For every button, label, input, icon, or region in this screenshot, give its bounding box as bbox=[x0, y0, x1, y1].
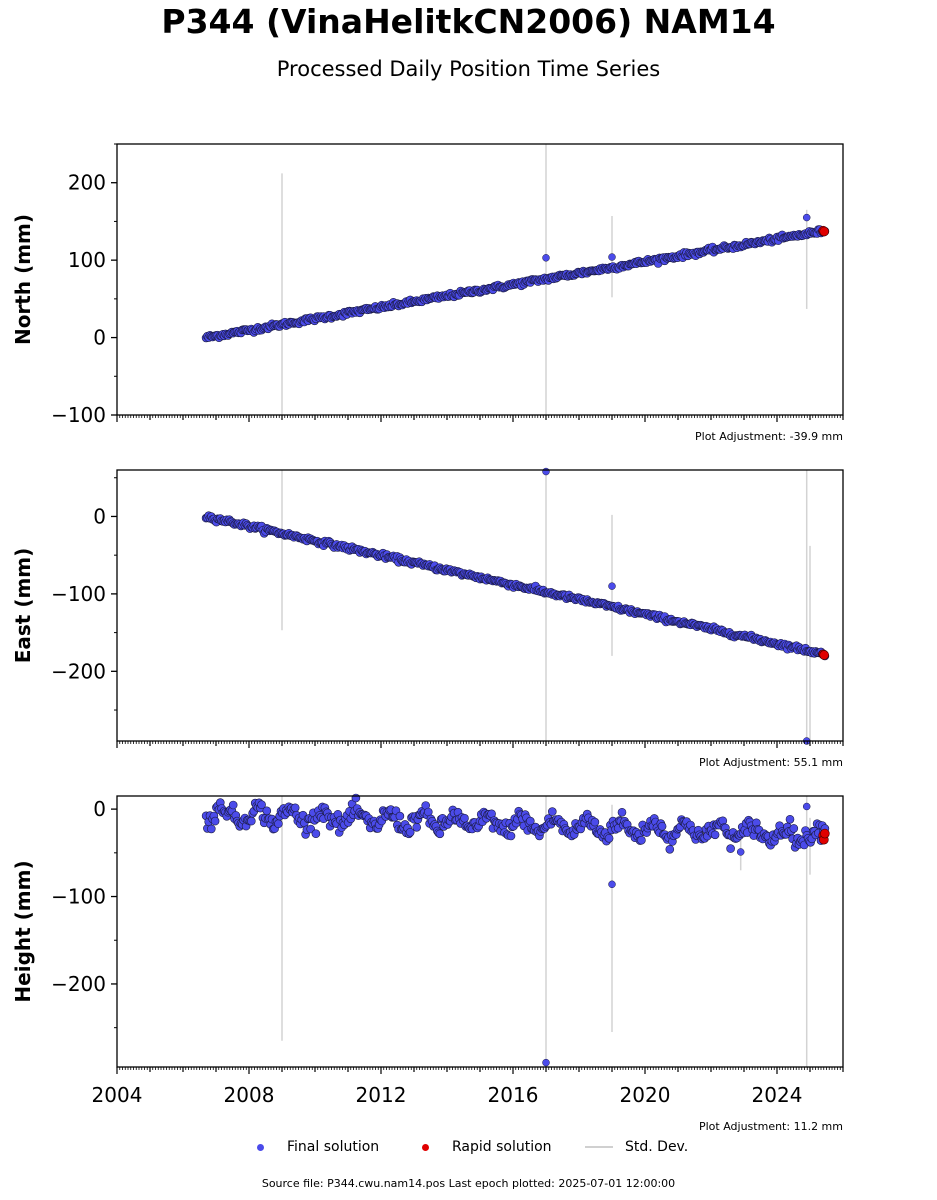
data-point bbox=[658, 822, 666, 830]
y-tick-label: 100 bbox=[68, 248, 106, 272]
x-tick-label: 2020 bbox=[620, 1083, 671, 1107]
legend-rapid: Rapid solution bbox=[422, 1137, 552, 1157]
data-point bbox=[711, 831, 719, 839]
data-point bbox=[591, 818, 599, 826]
outlier-point bbox=[803, 803, 810, 810]
x-tick-label: 2012 bbox=[356, 1083, 407, 1107]
x-tick-label: 2024 bbox=[752, 1083, 803, 1107]
data-point bbox=[548, 808, 556, 816]
plot-adjustment-label: Plot Adjustment: 55.1 mm bbox=[699, 756, 843, 769]
data-point bbox=[207, 825, 215, 833]
y-tick-label: −100 bbox=[51, 885, 106, 909]
data-point bbox=[211, 817, 219, 825]
std-dev-line-icon bbox=[585, 1146, 613, 1148]
plot-area: −100 0 100 200 North (mm) Plot Adjustment: -3… bbox=[0, 0, 937, 1200]
data-point bbox=[274, 820, 282, 828]
x-tick-label: 2016 bbox=[488, 1083, 539, 1107]
panel-3: −200 −100 0 2004 2008 2012 2016 2020 2024 Height … bbox=[11, 794, 843, 1133]
data-point bbox=[396, 812, 404, 820]
data-point bbox=[247, 817, 255, 825]
plot-frame bbox=[117, 470, 843, 741]
x-tick-label: 2008 bbox=[224, 1083, 275, 1107]
plot-adjustment-label: Plot Adjustment: 11.2 mm bbox=[699, 1120, 843, 1133]
plot-adjustment-label: Plot Adjustment: -39.9 mm bbox=[695, 430, 843, 443]
outlier-point bbox=[543, 468, 550, 475]
y-tick-label: −100 bbox=[51, 582, 106, 606]
rapid-solution-point bbox=[820, 651, 829, 660]
rapid-solution-point bbox=[820, 829, 829, 838]
x-tick-label: 2004 bbox=[92, 1083, 143, 1107]
y-tick-label: 0 bbox=[93, 504, 106, 528]
legend-std: Std. Dev. bbox=[585, 1137, 688, 1157]
source-footer: Source file: P344.cwu.nam14.pos Last epo… bbox=[0, 1177, 937, 1190]
y-tick-label: 200 bbox=[68, 171, 106, 195]
data-point bbox=[790, 824, 798, 832]
data-point bbox=[637, 836, 645, 844]
outlier-point bbox=[543, 254, 550, 261]
final-solution-points bbox=[202, 794, 829, 853]
legend-final: Final solution bbox=[257, 1137, 379, 1157]
plot-frame bbox=[117, 144, 843, 415]
outlier-point bbox=[737, 848, 744, 855]
data-point bbox=[291, 804, 299, 812]
outlier-point bbox=[803, 214, 810, 221]
outlier-point bbox=[543, 1059, 550, 1066]
y-tick-label: 0 bbox=[93, 797, 106, 821]
data-point bbox=[727, 845, 735, 853]
final-solution-points bbox=[202, 226, 829, 342]
data-point bbox=[406, 828, 414, 836]
legend-std-label: Std. Dev. bbox=[625, 1139, 688, 1155]
legend: Final solution Rapid solution Std. Dev. bbox=[0, 1137, 937, 1159]
data-point bbox=[605, 834, 613, 842]
data-point bbox=[786, 815, 794, 823]
data-point bbox=[229, 801, 237, 809]
legend-final-label: Final solution bbox=[287, 1139, 379, 1155]
data-point bbox=[507, 832, 515, 840]
rapid-solution-marker-icon bbox=[422, 1144, 429, 1151]
y-tick-label: −200 bbox=[51, 659, 106, 683]
y-axis-label: East (mm) bbox=[11, 548, 35, 664]
panel-1: −100 0 100 200 North (mm) Plot Adjustment: -3… bbox=[11, 144, 843, 443]
data-point bbox=[413, 823, 421, 831]
data-point bbox=[312, 830, 320, 838]
rapid-solution-point bbox=[820, 227, 829, 236]
data-point bbox=[666, 845, 674, 853]
final-solution-points bbox=[202, 512, 829, 660]
y-axis-label: Height (mm) bbox=[11, 860, 35, 1002]
y-tick-label: 0 bbox=[93, 326, 106, 350]
y-tick-label: −200 bbox=[51, 972, 106, 996]
data-point bbox=[352, 794, 360, 802]
data-point bbox=[461, 814, 469, 822]
final-solution-marker-icon bbox=[257, 1144, 264, 1151]
panel-2: −200 −100 0 East (mm) Plot Adjustment: 55.1 … bbox=[11, 468, 843, 769]
y-tick-label: −100 bbox=[51, 403, 106, 427]
data-point bbox=[263, 807, 271, 815]
outlier-point bbox=[609, 254, 616, 261]
data-point bbox=[436, 830, 444, 838]
legend-rapid-label: Rapid solution bbox=[452, 1139, 552, 1155]
data-point bbox=[618, 808, 626, 816]
outlier-point bbox=[609, 583, 616, 590]
outlier-point bbox=[609, 881, 616, 888]
y-axis-label: North (mm) bbox=[11, 214, 35, 345]
